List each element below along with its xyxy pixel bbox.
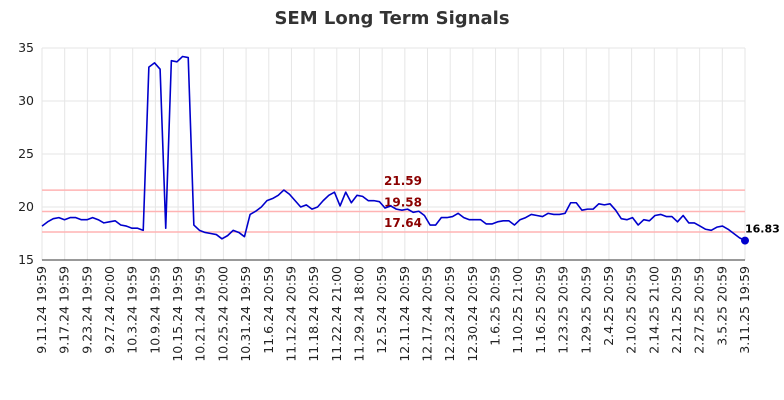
x-tick-label: 9.23.24 19:59 [79,266,94,354]
x-tick-label: 12.23.24 20:59 [442,266,457,362]
x-tick-label: 11.18.24 20:59 [306,266,321,362]
x-tick-label: 2.14.25 21:00 [646,266,661,354]
reference-line-label: 17.64 [384,216,422,230]
x-tick-label: 10.31.24 19:59 [238,266,253,362]
x-tick-label: 9.27.24 20:00 [102,266,117,354]
x-tick-label: 10.25.24 20:00 [215,266,230,362]
y-tick-label: 25 [18,146,34,161]
x-tick-label: 11.22.24 21:00 [329,266,344,362]
x-tick-label: 12.30.24 20:59 [465,266,480,362]
x-tick-label: 12.5.24 20:59 [374,266,389,354]
series-line [41,55,746,242]
x-tick-label: 1.29.25 20:59 [578,266,593,354]
x-tick-label: 1.6.25 20:59 [488,266,503,346]
x-tick-label: 1.10.25 21:00 [510,266,525,354]
reference-line-label: 21.59 [384,174,422,188]
x-tick-label: 3.11.25 19:59 [737,266,752,354]
x-tick-label: 12.11.24 20:59 [397,266,412,362]
last-value-marker [741,236,749,245]
x-tick-label: 2.4.25 20:59 [601,266,616,346]
x-tick-label: 11.6.24 20:59 [261,266,276,354]
reference-line-label: 19.58 [384,195,422,209]
y-tick-label: 30 [18,93,34,108]
x-tick-label: 12.17.24 20:59 [420,266,435,362]
x-tick-label: 3.5.25 20:59 [714,266,729,346]
x-tick-label: 1.16.25 20:59 [533,266,548,354]
x-tick-label: 10.15.24 19:59 [170,266,185,362]
y-tick-label: 35 [18,40,34,55]
y-tick-label: 15 [18,252,34,267]
x-tick-label: 2.27.25 20:59 [692,266,707,354]
x-tick-label: 9.17.24 19:59 [57,266,72,354]
x-tick-label: 10.21.24 19:59 [193,266,208,362]
chart-title: SEM Long Term Signals [274,8,510,29]
x-tick-label: 2.21.25 20:59 [669,266,684,354]
x-tick-label: 9.11.24 19:59 [34,266,49,354]
x-tick-label: 10.9.24 19:59 [147,266,162,354]
x-tick-label: 1.23.25 20:59 [556,266,571,354]
x-tick-label: 10.3.24 19:59 [125,266,140,354]
x-tick-label: 2.10.25 20:59 [624,266,639,354]
x-tick-label: 11.12.24 20:59 [283,266,298,362]
y-tick-label: 20 [18,199,34,214]
x-tick-label: 11.29.24 18:00 [351,266,366,362]
last-value-label: 16.83 [745,223,780,236]
